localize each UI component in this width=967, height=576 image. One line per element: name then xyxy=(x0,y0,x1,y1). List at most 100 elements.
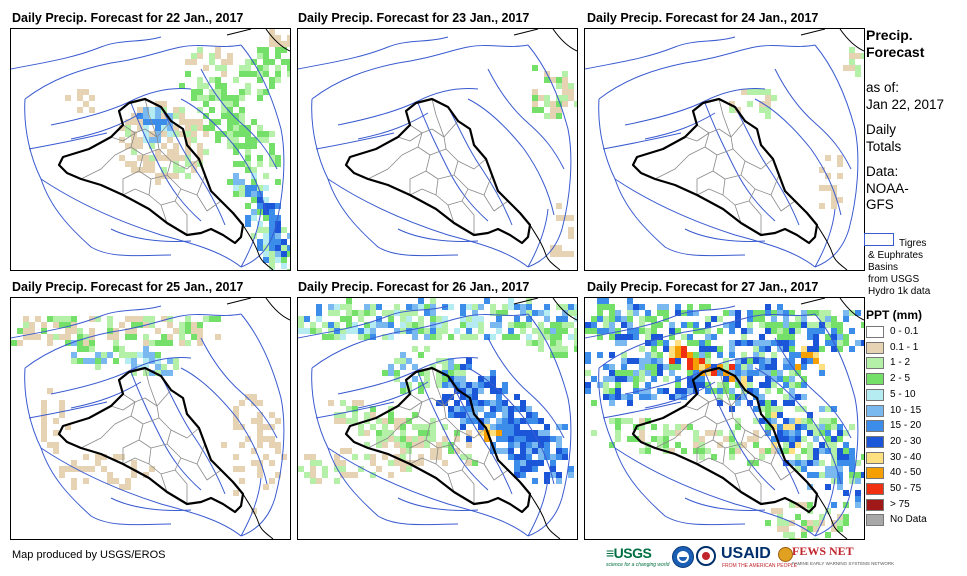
precip-cell xyxy=(173,328,179,334)
precip-cell xyxy=(352,322,358,328)
precip-cell xyxy=(603,304,609,310)
precip-cell xyxy=(496,436,502,442)
precip-cell xyxy=(418,298,424,304)
precip-cell xyxy=(239,107,245,113)
precip-cell xyxy=(131,137,137,143)
precip-cell xyxy=(669,334,675,340)
governorate-boundary xyxy=(748,200,762,235)
precip-cell xyxy=(532,460,538,466)
precip-cell xyxy=(376,436,382,442)
precip-cell xyxy=(765,113,771,119)
precip-cell xyxy=(215,119,221,125)
precip-cell xyxy=(699,346,705,352)
basin-river-line xyxy=(397,497,479,511)
precip-cell xyxy=(287,71,290,77)
precip-cell xyxy=(424,334,430,340)
precip-cell xyxy=(735,310,741,316)
governorate-boundary xyxy=(409,188,437,196)
precip-cell xyxy=(89,328,95,334)
precip-cell xyxy=(526,310,532,316)
precip-cell xyxy=(119,322,125,328)
precip-cell xyxy=(645,382,651,388)
precip-cell xyxy=(53,334,59,340)
precip-cell xyxy=(837,197,843,203)
legend-swatch xyxy=(866,420,884,433)
precip-cell xyxy=(53,418,59,424)
precip-cell xyxy=(813,310,819,316)
precip-cell xyxy=(197,334,203,340)
precip-cell xyxy=(550,466,556,472)
precip-cell xyxy=(825,472,831,478)
precip-cell xyxy=(418,454,424,460)
precip-cell xyxy=(819,167,825,173)
precip-cell xyxy=(544,113,550,119)
precip-cell xyxy=(257,221,263,227)
precip-cell xyxy=(137,137,143,143)
precip-cell xyxy=(131,370,137,376)
precip-cell xyxy=(837,472,843,478)
precip-cell xyxy=(448,364,454,370)
precip-cell xyxy=(472,322,478,328)
precip-cell xyxy=(603,388,609,394)
precip-cell xyxy=(460,418,466,424)
precip-cell xyxy=(35,334,41,340)
precip-cell xyxy=(849,328,855,334)
precip-cell xyxy=(436,454,442,460)
precip-cell xyxy=(663,388,669,394)
precip-cell xyxy=(717,316,723,322)
precip-cell xyxy=(191,89,197,95)
precip-cell xyxy=(424,442,430,448)
precip-cell xyxy=(759,418,765,424)
precip-cell xyxy=(143,346,149,352)
precip-cell xyxy=(71,340,77,346)
precip-cell xyxy=(197,340,203,346)
precip-cell xyxy=(448,394,454,400)
precip-cell xyxy=(735,448,741,454)
country-border xyxy=(800,298,826,305)
precip-cell xyxy=(263,173,269,179)
precip-cell xyxy=(675,364,681,370)
precip-cell xyxy=(466,382,472,388)
precip-cell xyxy=(562,352,568,358)
precip-cell xyxy=(484,298,490,304)
precip-cell xyxy=(550,113,556,119)
precip-cell xyxy=(484,334,490,340)
precip-cell xyxy=(597,304,603,310)
precip-cell xyxy=(651,424,657,430)
precip-cell xyxy=(143,167,149,173)
precip-cell xyxy=(71,358,77,364)
precip-cell xyxy=(711,430,717,436)
basin-river-line xyxy=(315,132,395,150)
precip-cell xyxy=(627,370,633,376)
precip-cell xyxy=(699,382,705,388)
precip-cell xyxy=(173,155,179,161)
precip-cell xyxy=(406,316,412,322)
sidebar-title-1: Precip. xyxy=(866,27,913,43)
precip-cell xyxy=(496,418,502,424)
precip-cell xyxy=(442,400,448,406)
precip-cell xyxy=(466,322,472,328)
precip-cell xyxy=(322,466,328,472)
precip-cell xyxy=(568,322,574,328)
precip-cell xyxy=(95,316,101,322)
precip-cell xyxy=(711,454,717,460)
precip-cell xyxy=(825,310,831,316)
precip-cell xyxy=(281,47,287,53)
basin-river-line xyxy=(337,357,479,395)
precip-cell xyxy=(831,197,837,203)
precip-cell xyxy=(783,364,789,370)
governorate-boundary xyxy=(483,194,509,212)
precip-cell xyxy=(837,334,843,340)
basin-river-line xyxy=(311,44,529,100)
precip-cell xyxy=(245,149,251,155)
precip-cell xyxy=(831,185,837,191)
precip-cell xyxy=(269,478,275,484)
precip-cell xyxy=(400,436,406,442)
precip-cell xyxy=(849,424,855,430)
precip-cell xyxy=(669,448,675,454)
precip-cell xyxy=(795,514,801,520)
precip-cell xyxy=(221,65,227,71)
precip-cell xyxy=(645,388,651,394)
precip-cell xyxy=(269,161,275,167)
precip-cell xyxy=(490,448,496,454)
